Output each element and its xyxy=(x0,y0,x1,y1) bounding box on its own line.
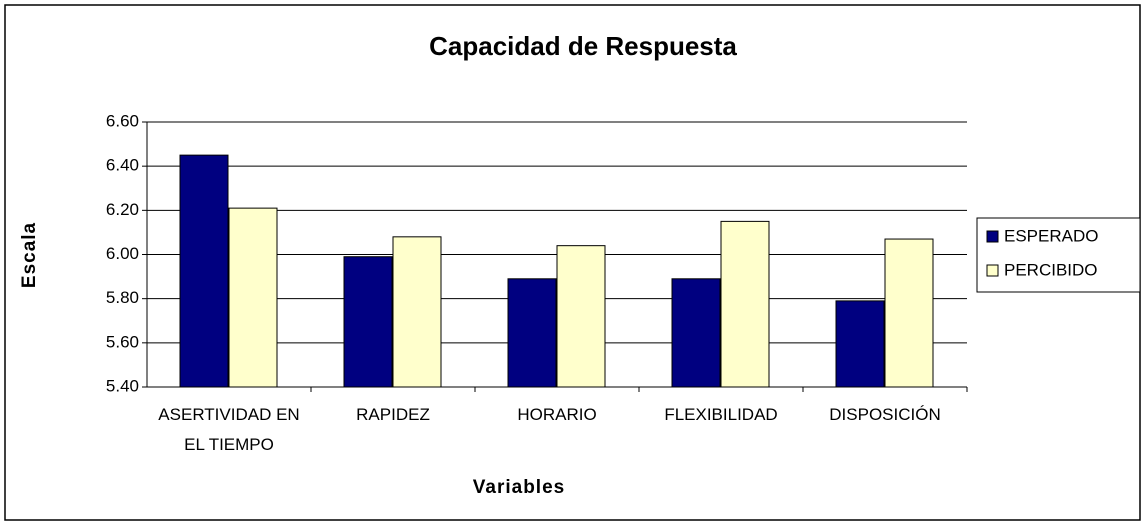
x-axis-title: Variables xyxy=(473,477,565,498)
bar xyxy=(720,220,770,388)
y-tick-label: 6.60 xyxy=(106,111,139,130)
x-tick-label: FLEXIBILIDAD xyxy=(664,405,778,424)
bar xyxy=(392,236,442,388)
x-tick-label: HORARIO xyxy=(517,405,597,424)
legend-box xyxy=(976,217,1141,293)
x-tick-label: RAPIDEZ xyxy=(356,405,430,424)
bar xyxy=(343,256,393,388)
y-axis-title: Escala xyxy=(19,222,40,288)
y-tick-label: 6.20 xyxy=(106,200,139,219)
legend-swatch xyxy=(986,264,999,277)
bar xyxy=(556,245,606,388)
y-tick-label: 5.40 xyxy=(106,376,139,395)
bar xyxy=(671,278,721,388)
bar xyxy=(179,154,229,388)
chart-title: Capacidad de Respuesta xyxy=(429,31,737,61)
y-tick-label: 5.60 xyxy=(106,332,139,351)
y-tick-label: 6.00 xyxy=(106,244,139,263)
legend-label: PERCIBIDO xyxy=(1004,260,1098,279)
x-tick-label: ASERTIVIDAD EN EL TIEMPO xyxy=(158,405,300,454)
bar xyxy=(884,238,934,388)
x-tick-label: DISPOSICIÓN xyxy=(829,405,941,424)
bar xyxy=(835,300,885,388)
legend-label: ESPERADO xyxy=(1004,226,1098,245)
y-tick-label: 6.40 xyxy=(106,156,139,175)
bar xyxy=(507,278,557,388)
y-tick-label: 5.80 xyxy=(106,288,139,307)
bar xyxy=(228,207,278,388)
legend-swatch xyxy=(986,230,999,243)
